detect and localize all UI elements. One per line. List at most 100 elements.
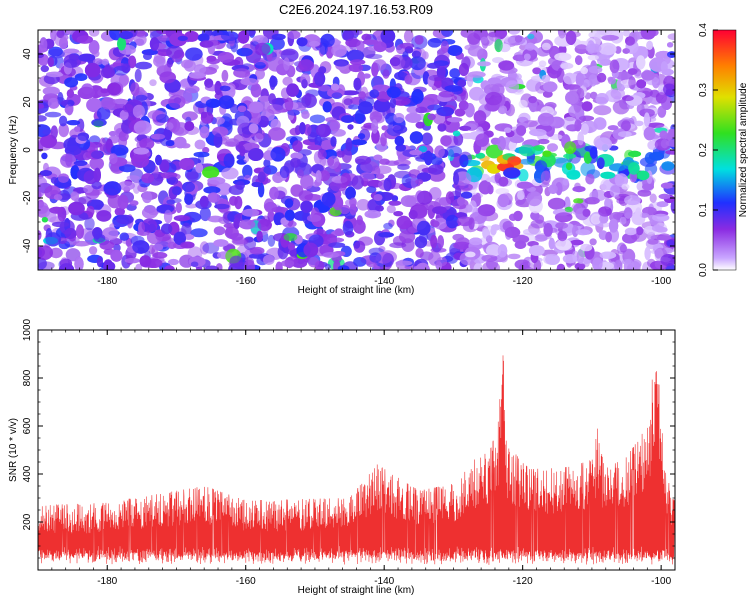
heatmap-cell bbox=[612, 100, 630, 115]
heatmap-cell bbox=[598, 42, 617, 56]
heatmap-cell bbox=[636, 55, 646, 70]
heatmap-cell bbox=[203, 186, 221, 194]
heatmap-cell bbox=[578, 115, 595, 122]
heatmap-cell bbox=[565, 91, 579, 105]
heatmap-cell bbox=[341, 148, 352, 164]
heatmap-x-label: Height of straight line (km) bbox=[298, 285, 415, 296]
heatmap-cell bbox=[149, 37, 160, 51]
heatmap-cell bbox=[467, 45, 484, 57]
x-tick-label: -100 bbox=[651, 576, 671, 587]
x-tick-label: -120 bbox=[513, 576, 533, 587]
heatmap-cell bbox=[141, 218, 158, 233]
heatmap-cell bbox=[383, 222, 393, 230]
heatmap-cell bbox=[315, 170, 322, 183]
heatmap-cell bbox=[395, 144, 407, 152]
heatmap-cell bbox=[119, 164, 136, 173]
heatmap-cell bbox=[70, 191, 79, 201]
heatmap-cell bbox=[80, 227, 96, 241]
heatmap-cell bbox=[133, 120, 152, 135]
heatmap-cell bbox=[411, 89, 424, 104]
heatmap-cell bbox=[308, 257, 320, 268]
heatmap-cell bbox=[59, 37, 68, 50]
heatmap-cell bbox=[284, 97, 294, 112]
heatmap-cell bbox=[119, 30, 134, 40]
heatmap-cell bbox=[84, 217, 95, 231]
snr-y-label: SNR (10 * v/v) bbox=[8, 418, 19, 482]
heatmap-cell bbox=[619, 244, 627, 253]
heatmap-cell bbox=[656, 201, 669, 208]
heatmap-cell bbox=[64, 77, 79, 88]
colorbar-tick-label: 0.0 bbox=[698, 263, 709, 277]
heatmap-cell bbox=[381, 125, 388, 131]
heatmap-cell bbox=[148, 210, 159, 216]
heatmap-cell bbox=[108, 131, 117, 137]
heatmap-cell bbox=[117, 194, 129, 210]
heatmap-cell bbox=[481, 254, 498, 262]
heatmap-cell bbox=[263, 198, 275, 213]
heatmap-cell bbox=[507, 156, 522, 166]
heatmap-cell bbox=[427, 62, 441, 69]
heatmap-cell bbox=[159, 159, 170, 173]
heatmap-cell bbox=[280, 48, 299, 62]
heatmap-cell bbox=[348, 63, 364, 73]
heatmap-cell bbox=[625, 36, 635, 46]
heatmap-cell bbox=[166, 45, 184, 59]
heatmap-cell bbox=[53, 194, 63, 201]
heatmap-cell bbox=[166, 199, 176, 205]
heatmap-cell bbox=[618, 131, 632, 138]
heatmap-cell bbox=[396, 215, 411, 230]
heatmap-cell bbox=[634, 207, 642, 223]
heatmap-cell bbox=[424, 150, 433, 166]
heatmap-cell bbox=[572, 225, 579, 237]
heatmap-cell bbox=[574, 44, 589, 55]
heatmap-cell bbox=[237, 30, 250, 44]
heatmap-cell bbox=[217, 52, 234, 63]
colorbar-tick-label: 0.1 bbox=[698, 203, 709, 217]
heatmap-cell bbox=[200, 112, 214, 124]
heatmap-cell bbox=[627, 150, 642, 157]
heatmap-cell bbox=[365, 53, 383, 60]
heatmap-cell bbox=[665, 149, 675, 155]
heatmap-cell bbox=[233, 68, 251, 78]
heatmap-cell bbox=[475, 133, 490, 147]
heatmap-cell bbox=[84, 62, 101, 78]
heatmap-cell bbox=[414, 35, 424, 45]
heatmap-cell bbox=[473, 110, 487, 124]
heatmap-cell bbox=[378, 232, 394, 238]
heatmap-cell bbox=[103, 181, 122, 196]
heatmap-cell bbox=[526, 191, 543, 207]
heatmap-cell bbox=[357, 133, 366, 140]
heatmap-cell bbox=[647, 122, 665, 128]
heatmap-cell bbox=[283, 57, 290, 71]
heatmap-cell bbox=[577, 258, 592, 265]
heatmap-cell bbox=[518, 169, 529, 182]
heatmap-cell bbox=[341, 90, 359, 96]
heatmap-cell bbox=[229, 233, 244, 241]
heatmap-cell bbox=[634, 120, 644, 127]
heatmap-cell bbox=[204, 265, 219, 270]
heatmap-cell bbox=[252, 111, 261, 124]
heatmap-cell bbox=[228, 185, 244, 195]
heatmap-cell bbox=[331, 44, 347, 57]
heatmap-cell bbox=[342, 30, 354, 41]
heatmap-cell bbox=[174, 136, 187, 149]
y-tick-label: 20 bbox=[22, 96, 33, 108]
heatmap-cell bbox=[580, 67, 588, 75]
heatmap-cell bbox=[250, 83, 262, 98]
colorbar: 0.0 0.1 0.2 0.3 0.4 Normalized spectral ampl… bbox=[698, 23, 749, 277]
heatmap-cell bbox=[218, 95, 235, 109]
heatmap-cell bbox=[95, 204, 102, 210]
heatmap-cell bbox=[599, 251, 617, 259]
heatmap-cell bbox=[453, 241, 471, 250]
heatmap-cell bbox=[130, 82, 140, 96]
heatmap-cell bbox=[588, 65, 603, 74]
heatmap-cell bbox=[523, 53, 531, 61]
heatmap-cell bbox=[465, 251, 476, 258]
heatmap-cell bbox=[373, 154, 383, 161]
heatmap-cell bbox=[269, 37, 285, 51]
heatmap-cell bbox=[122, 103, 134, 113]
heatmap-cell bbox=[110, 144, 129, 156]
heatmap-cell bbox=[282, 76, 293, 86]
heatmap-cell bbox=[185, 47, 203, 61]
x-tick-label: -180 bbox=[97, 576, 117, 587]
